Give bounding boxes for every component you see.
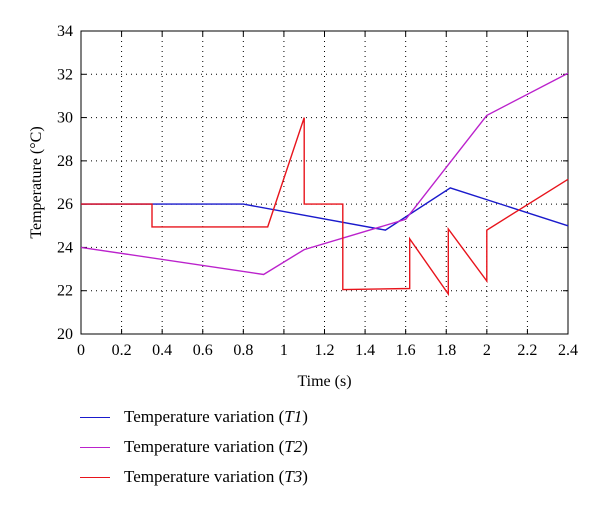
- y-tick-label: 32: [57, 66, 73, 83]
- legend-label-t1: Temperature variation (T1): [124, 407, 308, 426]
- y-tick-label: 26: [57, 196, 73, 213]
- grid-lines: [81, 31, 568, 334]
- axis-ticks: 0 0.2 0.4 0.6 0.8 1 1.2 1.4 1.6 1.8 2 2.2 2.4 20 22 24 2…: [57, 23, 578, 359]
- x-tick-label: 0.8: [233, 342, 253, 359]
- y-tick-label: 20: [57, 326, 73, 343]
- x-axis-title: Time (s): [297, 373, 351, 390]
- x-tick-label: 0.2: [112, 342, 132, 359]
- series-line-t3: [81, 117, 569, 297]
- y-tick-label: 34: [57, 23, 73, 40]
- legend-label-t2: Temperature variation (T2): [124, 437, 308, 456]
- legend-swatch-t3: [80, 477, 110, 478]
- x-tick-label: 0.6: [193, 342, 213, 359]
- line-chart: 0 0.2 0.4 0.6 0.8 1 1.2 1.4 1.6 1.8 2 2.2 2.4 20 22 24 2…: [28, 23, 578, 390]
- x-tick-label: 1.4: [355, 342, 375, 359]
- legend-swatch-t2: [80, 447, 110, 448]
- y-tick-label: 30: [57, 110, 73, 127]
- x-tick-label: 1: [280, 342, 288, 359]
- x-tick-label: 2.4: [558, 342, 578, 359]
- x-tick-label: 1.2: [315, 342, 335, 359]
- legend-swatch-t1: [80, 417, 110, 418]
- x-tick-label: 2: [483, 342, 491, 359]
- legend-item-t1: Temperature variation (T1): [80, 402, 308, 432]
- legend-item-t3: Temperature variation (T3): [80, 462, 308, 492]
- x-tick-label: 0: [77, 342, 85, 359]
- series-line-t1: [81, 187, 569, 231]
- legend-item-t2: Temperature variation (T2): [80, 432, 308, 462]
- x-tick-label: 0.4: [152, 342, 172, 359]
- y-tick-label: 24: [57, 239, 73, 256]
- y-axis-title: Temperature (°C): [28, 126, 45, 238]
- series-line-t2: [80, 72, 569, 276]
- y-tick-label: 22: [57, 283, 73, 300]
- x-tick-label: 1.6: [396, 342, 416, 359]
- y-tick-label: 28: [57, 153, 73, 170]
- x-tick-label: 1.8: [436, 342, 456, 359]
- legend: Temperature variation (T1) Temperature v…: [80, 402, 308, 492]
- series-layer: [80, 72, 569, 297]
- legend-label-t3: Temperature variation (T3): [124, 467, 308, 486]
- x-tick-label: 2.2: [517, 342, 537, 359]
